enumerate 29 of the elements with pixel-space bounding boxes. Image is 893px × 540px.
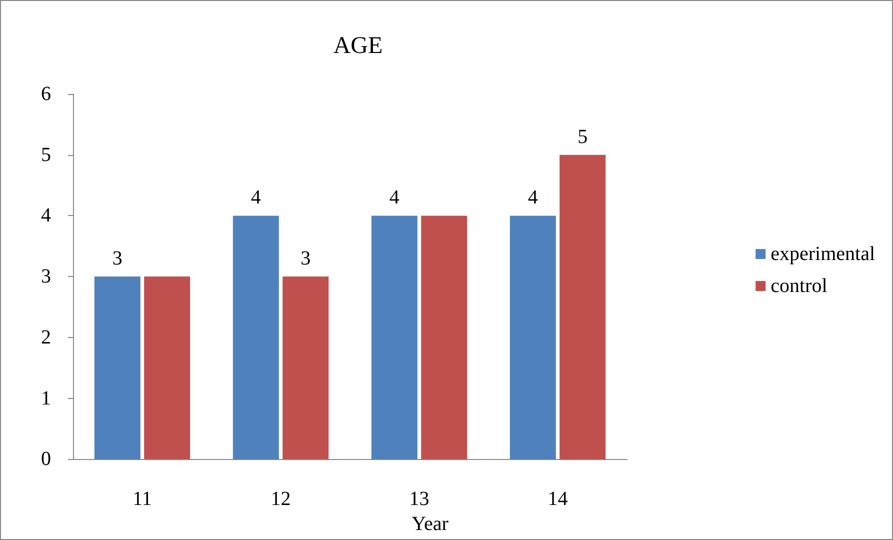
x-axis-title: Year: [412, 513, 449, 535]
y-tick-label: 3: [41, 266, 51, 288]
data-label: 4: [528, 186, 538, 209]
data-label: 4: [250, 186, 261, 209]
chart-title: AGE: [333, 33, 383, 59]
data-label: 3: [112, 248, 122, 270]
bar: [232, 216, 279, 460]
y-tick-label: 5: [41, 144, 51, 166]
bar: [282, 276, 329, 460]
legend-label: control: [770, 275, 828, 297]
data-label: 4: [389, 186, 400, 209]
bar: [144, 276, 190, 460]
y-tick-label: 4: [41, 204, 51, 227]
x-tick-label: 13: [409, 488, 430, 510]
data-label: 5: [578, 126, 588, 148]
y-tick-label: 2: [41, 326, 51, 348]
data-label: 3: [300, 248, 311, 270]
legend-label: experimental: [770, 243, 876, 265]
x-tick-label: 14: [548, 488, 568, 510]
x-tick-label: 11: [132, 488, 152, 510]
bar: [94, 276, 140, 460]
bar: [560, 154, 606, 460]
bar: [421, 216, 468, 460]
bar: [371, 216, 418, 460]
y-tick-label: 0: [41, 448, 51, 470]
x-tick-label: 12: [270, 488, 291, 510]
y-tick-label: 1: [41, 387, 51, 410]
bar: [510, 216, 556, 460]
y-tick-label: 6: [41, 83, 51, 105]
